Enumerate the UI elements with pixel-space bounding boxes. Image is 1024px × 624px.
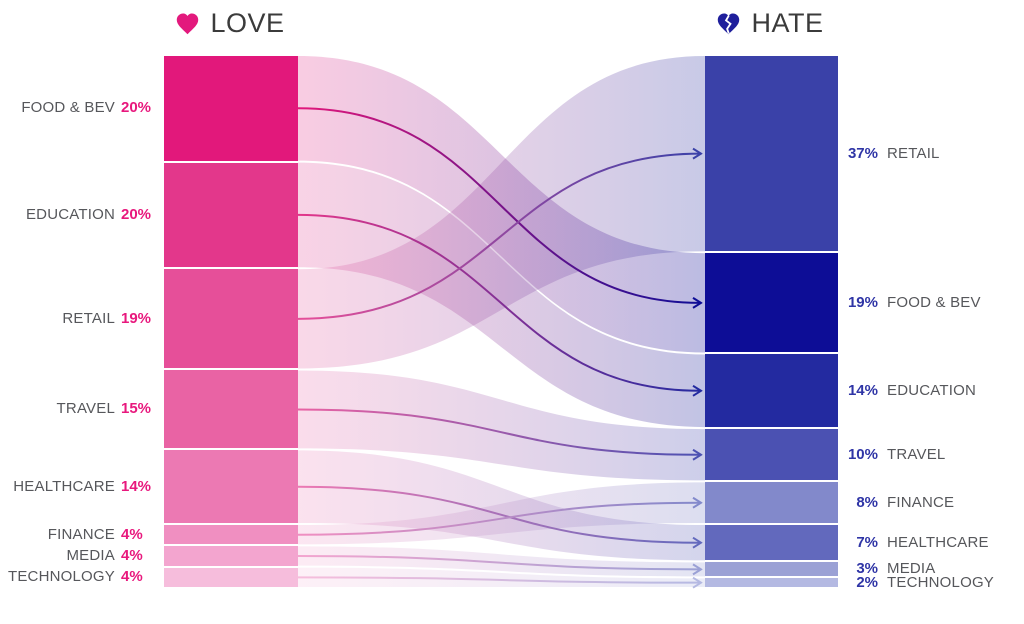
love-label-name-media: MEDIA — [66, 547, 115, 565]
love-label-technology: TECHNOLOGY 4% — [0, 567, 155, 587]
love-label-name-education: EDUCATION — [25, 205, 115, 223]
love-bar-segment-retail — [164, 269, 298, 369]
hate-label-pct-travel: 10% — [847, 445, 878, 463]
hate-label-name-education: EDUCATION — [887, 381, 977, 399]
flow-arrow-food-bev — [297, 107, 700, 303]
love-label-pct-media: 4% — [121, 547, 143, 565]
love-label-healthcare: HEALTHCARE 14% — [0, 477, 155, 497]
love-label-pct-finance: 4% — [121, 525, 143, 543]
hate-label-travel: 10% TRAVEL — [846, 445, 1024, 465]
hate-label-finance: 8% FINANCE — [846, 493, 1024, 513]
flow-arrow-retail — [297, 154, 700, 320]
love-label-education: EDUCATION 20% — [0, 205, 155, 225]
love-bar-segment-education — [164, 162, 298, 268]
hate-bar-segment-travel — [705, 429, 838, 481]
hate-label-name-retail: RETAIL — [887, 144, 940, 162]
hate-label-pct-healthcare: 7% — [856, 533, 878, 551]
hate-label-media: 3% MEDIA — [846, 559, 1024, 579]
hate-label-food-bev: 19% FOOD & BEV — [846, 293, 1024, 313]
flow-arrow-travel — [297, 408, 700, 454]
hate-label-education: 14% EDUCATION — [846, 381, 1024, 401]
hate-bar-segment-education — [705, 354, 838, 428]
hate-label-name-healthcare: HEALTHCARE — [887, 533, 989, 551]
hate-label-pct-education: 14% — [847, 381, 878, 399]
hate-label-name-technology: TECHNOLOGY — [887, 573, 995, 591]
love-label-food-bev: FOOD & BEV 20% — [0, 98, 155, 118]
hate-label-pct-finance: 8% — [856, 493, 878, 511]
love-label-retail: RETAIL 19% — [0, 309, 155, 329]
hate-bar-segment-food-bev — [705, 253, 838, 353]
hate-label-pct-technology: 2% — [856, 573, 878, 591]
flow-arrow-healthcare — [297, 485, 700, 543]
hate-title: HATE — [751, 7, 824, 38]
hate-label-name-food-bev: FOOD & BEV — [887, 293, 981, 311]
love-bar-segment-finance — [164, 525, 298, 545]
hate-label-name-media: MEDIA — [887, 560, 936, 578]
love-label-pct-healthcare: 14% — [121, 477, 152, 495]
hate-label-pct-retail: 37% — [847, 144, 878, 162]
love-bar-segment-media — [164, 546, 298, 566]
love-label-finance: FINANCE 4% — [0, 525, 155, 545]
hate-label-name-finance: FINANCE — [887, 493, 955, 511]
flow-arrow-technology — [297, 576, 700, 582]
flow-band-retail — [298, 56, 705, 369]
love-label-media: MEDIA 4% — [0, 546, 155, 566]
hate-label-technology: 2% TECHNOLOGY — [846, 573, 1024, 593]
love-label-pct-technology: 4% — [121, 568, 143, 586]
love-label-name-technology: TECHNOLOGY — [7, 568, 115, 586]
love-label-pct-education: 20% — [121, 205, 152, 223]
hate-column-header: HATE — [690, 6, 850, 40]
hate-bar-segment-finance — [705, 482, 838, 524]
hate-bar-segment-technology — [705, 578, 838, 587]
hate-label-pct-media: 3% — [856, 560, 878, 578]
heart-icon — [177, 13, 199, 34]
hate-bar-segment-media — [705, 562, 838, 577]
love-label-name-retail: RETAIL — [62, 309, 115, 327]
flow-arrow-finance — [297, 503, 700, 536]
love-column-header: LOVE — [150, 6, 310, 40]
hate-label-name-travel: TRAVEL — [887, 445, 946, 463]
love-bar-segment-travel — [164, 370, 298, 449]
hate-bar-segment-healthcare — [705, 525, 838, 561]
love-bar-segment-technology — [164, 567, 298, 587]
hate-label-healthcare: 7% HEALTHCARE — [846, 533, 1024, 553]
love-label-pct-travel: 15% — [121, 400, 152, 418]
love-bar-segment-food-bev — [164, 56, 298, 161]
love-label-name-travel: TRAVEL — [56, 400, 115, 418]
hate-label-pct-food-bev: 19% — [847, 293, 878, 311]
flow-band-travel — [298, 370, 705, 481]
love-label-name-healthcare: HEALTHCARE — [13, 477, 115, 495]
hate-label-retail: 37% RETAIL — [846, 144, 1024, 164]
flow-arrow-media — [297, 555, 700, 569]
love-title: LOVE — [210, 7, 285, 38]
love-label-name-finance: FINANCE — [47, 525, 115, 543]
flow-arrow-education — [297, 213, 700, 391]
hate-bar-segment-retail — [705, 56, 838, 252]
broken-heart-icon — [718, 13, 740, 34]
love-label-pct-food-bev: 20% — [121, 99, 152, 117]
love-label-pct-retail: 19% — [121, 309, 152, 327]
love-bar-segment-healthcare — [164, 450, 298, 524]
flow-band-finance — [298, 482, 705, 545]
love-label-travel: TRAVEL 15% — [0, 399, 155, 419]
love-label-name-food-bev: FOOD & BEV — [21, 99, 115, 117]
